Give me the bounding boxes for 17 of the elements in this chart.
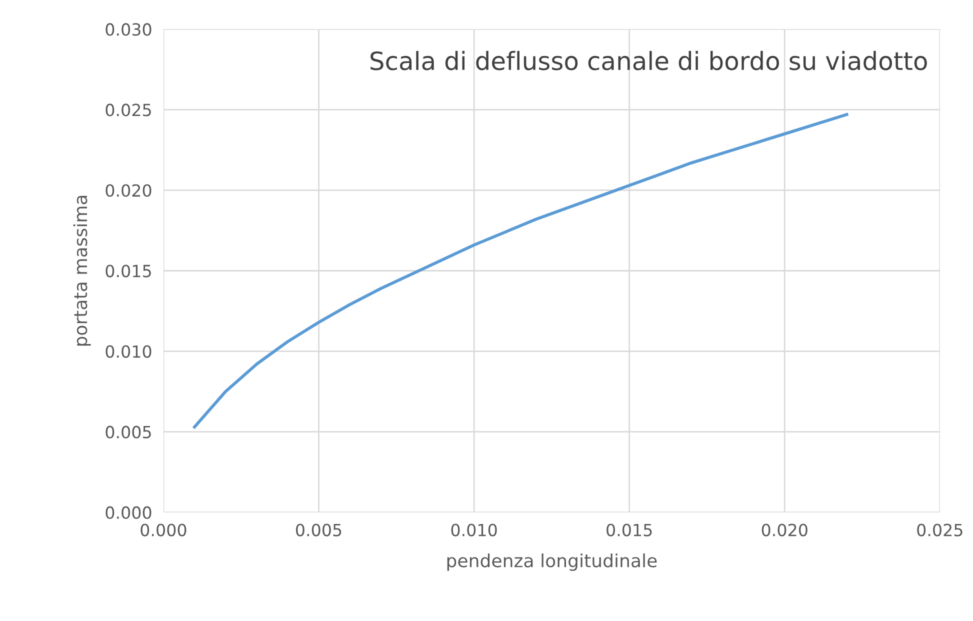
x-axis-title: pendenza longitudinale: [447, 553, 657, 571]
x-tick-label: 0.015: [606, 524, 652, 536]
x-tick-label: 0.025: [917, 524, 962, 536]
y-tick-label: 0.015: [106, 264, 151, 278]
x-tick-label: 0.005: [296, 524, 342, 536]
y-tick-label: 0.000: [106, 506, 152, 519]
x-tick-label: 0.020: [762, 524, 808, 536]
y-axis-title: portata massima: [73, 196, 91, 346]
y-tick-label: 0.030: [106, 23, 152, 36]
line-series: [192, 113, 848, 428]
y-tick-label: 0.010: [106, 345, 152, 358]
y-tick-label: 0.025: [106, 104, 151, 116]
y-tick-label: 0.020: [106, 184, 152, 197]
x-tick-label: 0.000: [140, 524, 186, 536]
x-tick-label: 0.010: [451, 524, 497, 536]
y-tick-label: 0.005: [106, 426, 151, 438]
text: Scala di deflusso canale di bordo su viadotto: [370, 50, 927, 70]
